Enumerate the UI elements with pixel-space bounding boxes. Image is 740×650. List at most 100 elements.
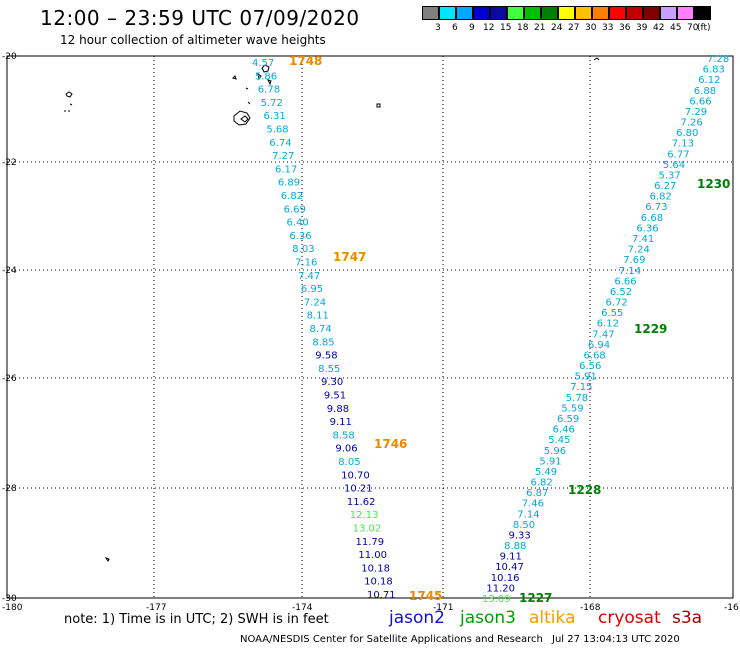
map-grid — [6, 55, 734, 599]
footer-note: note: 1) Time is in UTC; 2) SWH is in fe… — [64, 612, 329, 627]
swh-value: 7.16 — [295, 258, 317, 269]
legend-swatch — [456, 6, 473, 20]
legend-swatch — [643, 6, 660, 20]
legend-swatch — [507, 6, 524, 20]
swh-value: 5.91 — [539, 456, 561, 467]
swh-value: 6.95 — [301, 284, 323, 295]
swh-value: 4.57 — [252, 58, 274, 69]
legend-tick-label: 30 — [585, 23, 597, 33]
lat-label: -28 — [2, 484, 17, 494]
swh-value: 8.88 — [504, 541, 526, 552]
swh-value: 5.86 — [255, 71, 277, 82]
legend-swatch — [609, 6, 626, 20]
swh-value: 6.31 — [264, 111, 286, 122]
swh-value: 13.09 — [482, 594, 511, 605]
swh-value: 7.41 — [632, 234, 654, 245]
legend-tick-label: 3 — [435, 23, 441, 33]
swh-value: 11.79 — [356, 537, 385, 548]
swh-value: 5.49 — [535, 467, 557, 478]
satellite-jason2: jason2 — [389, 608, 445, 628]
swh-value: 8.03 — [292, 244, 314, 255]
legend-swatch — [660, 6, 677, 20]
swh-value: 7.47 — [298, 271, 320, 282]
legend-tick-label: 36 — [619, 23, 631, 33]
swh-value: 7.15 — [570, 382, 592, 393]
lon-label: -171 — [433, 603, 453, 613]
lat-label: -26 — [2, 374, 17, 384]
legend-tick-label: 70 — [687, 23, 699, 33]
lat-label: -22 — [2, 158, 17, 168]
lat-label: -30 — [2, 594, 17, 604]
swh-value: 6.77 — [667, 149, 689, 160]
pass-time-label: 1746 — [374, 437, 407, 451]
island — [593, 57, 600, 61]
swh-value: 8.11 — [307, 311, 329, 322]
swh-value: 6.27 — [654, 181, 676, 192]
swh-value: 11.62 — [347, 497, 376, 508]
swh-value: 11.00 — [358, 550, 387, 561]
swh-value: 6.52 — [610, 287, 632, 298]
swh-value: 6.87 — [526, 488, 548, 499]
lon-label: -174 — [292, 603, 313, 613]
swh-value: 10.18 — [364, 577, 393, 588]
swh-value: 7.24 — [628, 245, 650, 256]
credit-line: NOAA/NESDIS Center for Satellite Applica… — [240, 634, 543, 645]
swh-value: 7.26 — [681, 118, 703, 129]
legend-tick-label: 45 — [670, 23, 682, 33]
swh-value: 6.78 — [258, 85, 280, 96]
legend-tick-label: 6 — [452, 23, 458, 33]
island — [104, 557, 110, 562]
swh-value: 8.50 — [513, 520, 535, 531]
lat-label: -24 — [2, 266, 17, 276]
pass-time-label: 1230 — [697, 177, 730, 191]
swh-value: 9.11 — [330, 417, 352, 428]
swh-value: 9.06 — [335, 444, 357, 455]
swh-value: 6.88 — [694, 86, 716, 97]
legend-swatch — [592, 6, 609, 20]
swh-value: 6.73 — [645, 202, 667, 213]
legend-swatch — [626, 6, 643, 20]
swh-value: 5.68 — [266, 125, 288, 136]
swh-value: 7.24 — [304, 297, 326, 308]
legend-swatch — [524, 6, 541, 20]
island — [376, 103, 381, 108]
legend-tick-label: 15 — [500, 23, 512, 33]
swh-value: 6.89 — [278, 178, 300, 189]
swh-value: 5.96 — [544, 446, 566, 457]
swh-value: 5.37 — [659, 171, 681, 182]
lon-label: -168 — [580, 603, 601, 613]
swh-value: 5.91 — [575, 372, 597, 383]
island — [65, 91, 73, 98]
swh-value: 10.18 — [361, 563, 390, 574]
legend-swatch — [575, 6, 592, 20]
swh-value: 6.82 — [531, 478, 553, 489]
swh-value: 10.71 — [367, 590, 396, 601]
swh-value: 7.13 — [672, 139, 694, 150]
swh-value: 6.40 — [287, 218, 309, 229]
satellite-cryosat: cryosat — [598, 608, 661, 628]
swh-value: 10.21 — [344, 484, 373, 495]
island — [233, 110, 251, 126]
satellite-s3a: s3a — [672, 608, 703, 628]
swh-value: 6.66 — [614, 276, 636, 287]
legend-swatch — [490, 6, 507, 20]
swh-value: 8.85 — [312, 337, 334, 348]
swh-value: 6.55 — [601, 308, 623, 319]
swh-value: 12.13 — [350, 510, 379, 521]
swh-value: 9.33 — [509, 531, 531, 542]
swh-value: 6.59 — [557, 414, 579, 425]
swh-value: 9.58 — [315, 351, 337, 362]
legend-swatch — [558, 6, 575, 20]
swh-value: 6.68 — [641, 213, 663, 224]
legend-swatch — [541, 6, 558, 20]
lon-label: -180 — [2, 603, 23, 613]
legend-swatch — [422, 6, 439, 20]
legend-tick-label: 27 — [568, 23, 580, 33]
legend-tick-label: 18 — [517, 23, 529, 33]
legend-swatch — [473, 6, 490, 20]
island — [232, 75, 237, 80]
satellite-tracks: 4.57 5.86 6.78 5.72 6.31 5.68 6.74 7.27 6.17 6.89… — [252, 54, 730, 605]
swh-value: 6.83 — [703, 65, 725, 76]
swh-value: 6.66 — [689, 96, 711, 107]
